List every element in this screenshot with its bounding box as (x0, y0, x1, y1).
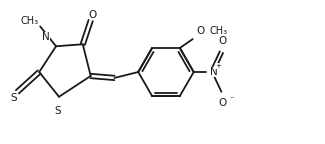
Text: O: O (197, 26, 205, 36)
Text: O: O (218, 36, 227, 46)
Text: CH₃: CH₃ (20, 16, 38, 25)
Text: O: O (218, 98, 227, 108)
Text: ⁻: ⁻ (229, 96, 234, 105)
Text: N: N (42, 32, 50, 42)
Text: S: S (55, 106, 61, 116)
Text: +: + (215, 63, 221, 69)
Text: N: N (210, 67, 217, 77)
Text: S: S (10, 93, 17, 103)
Text: O: O (88, 10, 97, 20)
Text: CH₃: CH₃ (210, 26, 228, 36)
